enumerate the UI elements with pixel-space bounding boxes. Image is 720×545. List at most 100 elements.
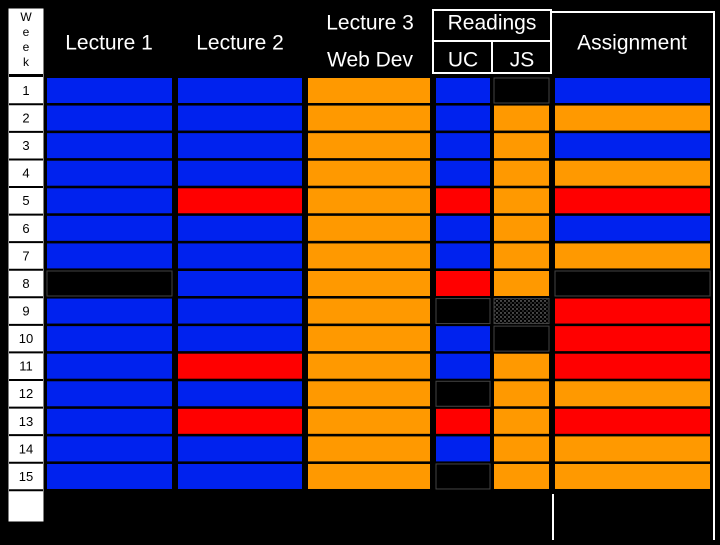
schedule-cell bbox=[308, 105, 430, 131]
schedule-cell bbox=[308, 160, 430, 186]
schedule-cell bbox=[47, 160, 172, 186]
schedule-cell bbox=[178, 298, 302, 324]
schedule-cell bbox=[178, 133, 302, 159]
schedule-cell bbox=[494, 105, 549, 131]
column-subheader: UC bbox=[448, 49, 478, 72]
schedule-cell bbox=[436, 133, 490, 159]
schedule-cell bbox=[308, 436, 430, 462]
schedule-cell bbox=[308, 243, 430, 269]
schedule-cell bbox=[308, 298, 430, 324]
week-number: 7 bbox=[22, 248, 29, 263]
schedule-cell bbox=[178, 353, 302, 379]
schedule-cell bbox=[494, 215, 549, 241]
schedule-cell bbox=[47, 188, 172, 214]
schedule-cell bbox=[178, 463, 302, 489]
week-letter: k bbox=[23, 55, 30, 69]
schedule-cell bbox=[494, 243, 549, 269]
schedule-cell bbox=[494, 381, 549, 407]
week-letter: W bbox=[20, 10, 32, 24]
schedule-cell bbox=[436, 188, 490, 214]
schedule-cell bbox=[494, 133, 549, 159]
schedule-cell bbox=[178, 215, 302, 241]
schedule-cell bbox=[308, 188, 430, 214]
schedule-cell bbox=[47, 243, 172, 269]
schedule-cell bbox=[494, 188, 549, 214]
schedule-cell bbox=[436, 353, 490, 379]
schedule-cell bbox=[178, 188, 302, 214]
schedule-cell bbox=[308, 133, 430, 159]
schedule-cell bbox=[178, 160, 302, 186]
column-header: Lecture 1 bbox=[65, 32, 153, 55]
schedule-cell bbox=[436, 326, 490, 352]
schedule-cell bbox=[555, 298, 710, 324]
schedule-cell bbox=[493, 77, 550, 104]
schedule-cell bbox=[555, 381, 710, 407]
schedule-cell bbox=[47, 215, 172, 241]
schedule-cell bbox=[436, 105, 490, 131]
week-number: 5 bbox=[22, 193, 29, 208]
schedule-cell bbox=[555, 105, 710, 131]
week-letter: e bbox=[23, 40, 30, 54]
schedule-cell bbox=[436, 78, 490, 103]
schedule-cell bbox=[435, 463, 491, 490]
schedule-cell bbox=[308, 463, 430, 489]
schedule-cell bbox=[47, 78, 172, 103]
schedule-cell bbox=[308, 270, 430, 296]
schedule-cell bbox=[47, 436, 172, 462]
schedule-cell bbox=[555, 188, 710, 214]
schedule-cell bbox=[47, 408, 172, 434]
week-number: 14 bbox=[19, 441, 33, 456]
column-header: Lecture 2 bbox=[196, 32, 284, 55]
schedule-cell bbox=[555, 160, 710, 186]
schedule-cell bbox=[47, 298, 172, 324]
schedule-cell bbox=[494, 270, 549, 296]
schedule-cell bbox=[308, 215, 430, 241]
column-subheader: JS bbox=[510, 49, 535, 72]
week-letter: e bbox=[23, 25, 30, 39]
schedule-cell bbox=[178, 326, 302, 352]
schedule-cell bbox=[436, 160, 490, 186]
schedule-cell bbox=[46, 270, 173, 297]
schedule-cell bbox=[555, 215, 710, 241]
column-subheader: Web Dev bbox=[327, 49, 413, 72]
week-number: 6 bbox=[22, 221, 29, 236]
schedule-cell bbox=[555, 78, 710, 103]
schedule-cell bbox=[47, 463, 172, 489]
schedule-cell bbox=[308, 408, 430, 434]
week-number: 3 bbox=[22, 138, 29, 153]
schedule-cell bbox=[555, 133, 710, 159]
schedule-cell bbox=[308, 353, 430, 379]
schedule-cell bbox=[494, 436, 549, 462]
schedule-cell bbox=[47, 133, 172, 159]
week-number: 2 bbox=[22, 111, 29, 126]
week-number: 15 bbox=[19, 469, 33, 484]
assignment-frame bbox=[551, 11, 715, 540]
schedule-cell bbox=[555, 353, 710, 379]
column-header: Assignment bbox=[577, 32, 687, 55]
schedule-cell bbox=[555, 326, 710, 352]
schedule-cell bbox=[178, 105, 302, 131]
schedule-cell bbox=[178, 381, 302, 407]
schedule-cell bbox=[47, 381, 172, 407]
schedule-cell bbox=[178, 78, 302, 103]
week-number: 8 bbox=[22, 276, 29, 291]
week-number: 12 bbox=[19, 386, 33, 401]
schedule-cell bbox=[308, 78, 430, 103]
schedule-cell bbox=[494, 160, 549, 186]
schedule-cell bbox=[555, 243, 710, 269]
week-number: 11 bbox=[19, 359, 33, 374]
week-number: 4 bbox=[22, 166, 29, 181]
schedule-cell bbox=[47, 326, 172, 352]
schedule-cell bbox=[435, 298, 491, 325]
schedule-cell bbox=[494, 463, 549, 489]
schedule-cell bbox=[178, 436, 302, 462]
column-header: Lecture 3 bbox=[326, 12, 414, 35]
schedule-cell bbox=[436, 270, 490, 296]
schedule-cell bbox=[436, 408, 490, 434]
schedule-cell bbox=[178, 408, 302, 434]
schedule-cell bbox=[493, 298, 550, 325]
week-number: 10 bbox=[19, 331, 33, 346]
week-number: 1 bbox=[22, 83, 29, 98]
